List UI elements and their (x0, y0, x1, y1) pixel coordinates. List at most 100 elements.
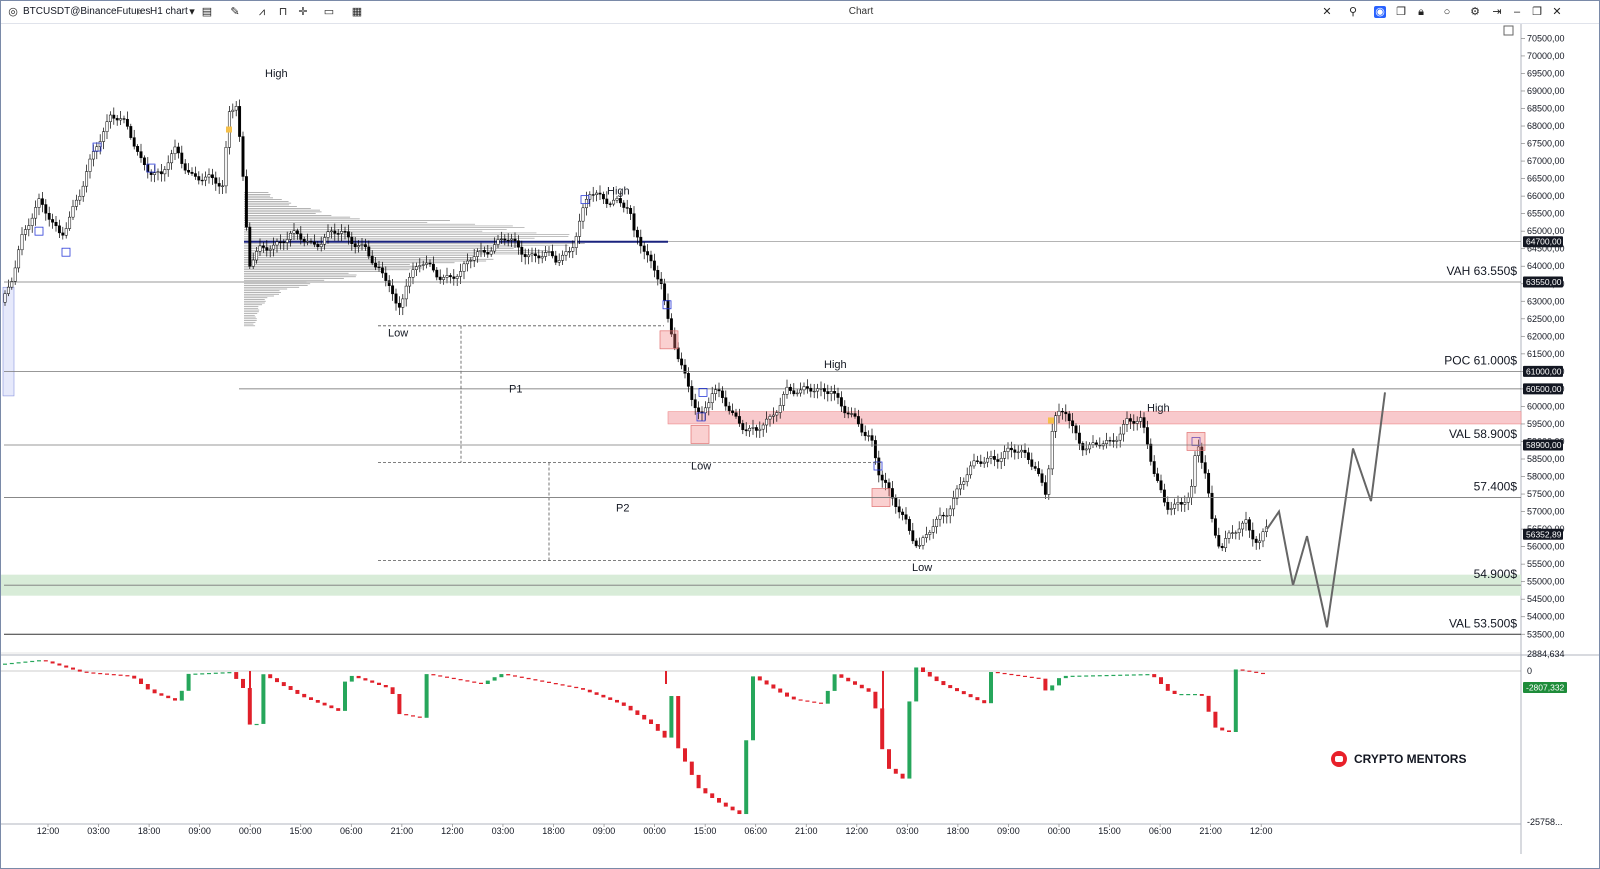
osc-bar-down (1240, 669, 1245, 671)
x-tick-label: 15:00 (1098, 826, 1121, 836)
candle-up (1118, 433, 1122, 441)
symbol-label[interactable]: BTCUSDT@BinanceFutures (23, 6, 151, 17)
camera-icon[interactable]: ◉ (1374, 6, 1386, 18)
candle-down (744, 429, 748, 432)
candle-down (887, 482, 891, 489)
candle-up (1190, 486, 1194, 498)
y-tick-label: 68000,00 (1527, 121, 1565, 131)
osc-bar-down (853, 681, 857, 685)
candle-up (785, 386, 789, 395)
pane-toggle-icon[interactable] (1503, 25, 1514, 36)
candle-down (299, 233, 303, 240)
x-tick-label: 00:00 (643, 826, 666, 836)
candle-up (404, 285, 408, 300)
y-tick-label: 58000,00 (1527, 472, 1565, 482)
copy-icon[interactable]: ❐ (1396, 6, 1406, 18)
signal-marker (580, 195, 590, 205)
candle-down (452, 276, 456, 279)
interval-label[interactable]: H1 chart (150, 6, 188, 17)
candle-up (1115, 439, 1119, 442)
candle-down (642, 245, 646, 252)
candle-down (697, 407, 701, 413)
minimize-icon[interactable]: – (1513, 6, 1521, 18)
chart-type-icon[interactable]: ▦ (351, 6, 363, 18)
candle-up (224, 147, 228, 187)
candle-down (676, 347, 680, 360)
cursor-icon[interactable]: ✕ (1322, 6, 1332, 18)
candle-up (578, 220, 582, 237)
bar-style-icon[interactable]: ▤ (201, 6, 213, 18)
annotation-high: High (1147, 403, 1170, 415)
osc-bar-down (887, 749, 891, 769)
pin-icon[interactable]: ⇥ (1492, 6, 1502, 18)
candle-up (564, 251, 568, 256)
candle-down (914, 540, 918, 547)
lock-icon[interactable]: 🔒︎ (1418, 6, 1424, 18)
candle-up (778, 405, 782, 413)
candle-up (292, 230, 296, 234)
main-pane[interactable] (1, 24, 1521, 654)
logo-icon[interactable]: ◎ (8, 6, 18, 18)
signal-marker (662, 300, 672, 310)
candle-up (17, 249, 21, 269)
indicators-icon[interactable]: ⩘ (258, 6, 266, 18)
candle-down (51, 219, 55, 223)
candle-up (1183, 502, 1187, 505)
x-tick-label: 03:00 (87, 826, 110, 836)
candle-up (1139, 417, 1143, 422)
candle-down (438, 276, 442, 280)
settings-icon[interactable]: ⚙ (1470, 6, 1480, 18)
osc-bar-down (574, 686, 579, 689)
candle-up (1241, 522, 1245, 530)
candle-down (1040, 473, 1044, 483)
candle-down (200, 179, 204, 182)
osc-bar-up (751, 676, 755, 741)
candle-down (833, 391, 837, 394)
osc-bar-up (1111, 674, 1116, 677)
osc-bar-up (1050, 685, 1055, 691)
circle-icon[interactable]: ○ (1443, 6, 1451, 18)
y-tick-label: 70000,00 (1527, 51, 1565, 61)
candle-down (1145, 427, 1149, 445)
candle-down (809, 387, 813, 392)
candle-down (217, 183, 221, 187)
candle-down (1071, 420, 1075, 427)
candle-down (792, 390, 796, 395)
chevron-down-icon[interactable]: ▾ (189, 6, 195, 18)
candle-up (948, 508, 952, 516)
search-icon[interactable]: ⌕ (136, 6, 144, 18)
candle-up (357, 245, 361, 248)
candle-up (459, 271, 463, 277)
projection-path (1266, 392, 1386, 628)
x-tick-label: 12:00 (1250, 826, 1273, 836)
candle-down (639, 236, 643, 247)
candle-down (248, 226, 252, 267)
candle-down (367, 246, 371, 257)
close-icon[interactable]: ✕ (1552, 6, 1562, 18)
candle-up (204, 176, 208, 181)
candle-down (1013, 449, 1017, 453)
layout-icon[interactable]: ▭ (323, 6, 335, 18)
crosshair-icon[interactable]: ✛ (298, 6, 308, 18)
link-icon[interactable]: ⚲ (1348, 6, 1358, 18)
osc-bar-down (98, 672, 103, 675)
candle-up (411, 269, 415, 278)
candle-up (935, 518, 939, 527)
candle-down (1251, 529, 1255, 540)
osc-bar-down (615, 699, 619, 703)
osc-bar-up (914, 667, 919, 702)
candle-down (180, 152, 184, 164)
candle-up (1084, 448, 1088, 451)
candle-up (965, 474, 969, 482)
template-icon[interactable]: ⊓ (278, 6, 288, 18)
annotation-high: High (607, 185, 630, 197)
price-chart[interactable]: High Low High P1 Low P2 High Low High VAH 63.550… (1, 24, 1599, 867)
candle-down (363, 244, 367, 248)
y-tick-label: 62500,00 (1527, 314, 1565, 324)
draw-icon[interactable]: ✎ (230, 6, 240, 18)
candle-down (1210, 492, 1214, 519)
osc-bar-down (438, 675, 443, 677)
candle-up (74, 199, 78, 207)
maximize-icon[interactable]: ❐ (1532, 6, 1542, 18)
